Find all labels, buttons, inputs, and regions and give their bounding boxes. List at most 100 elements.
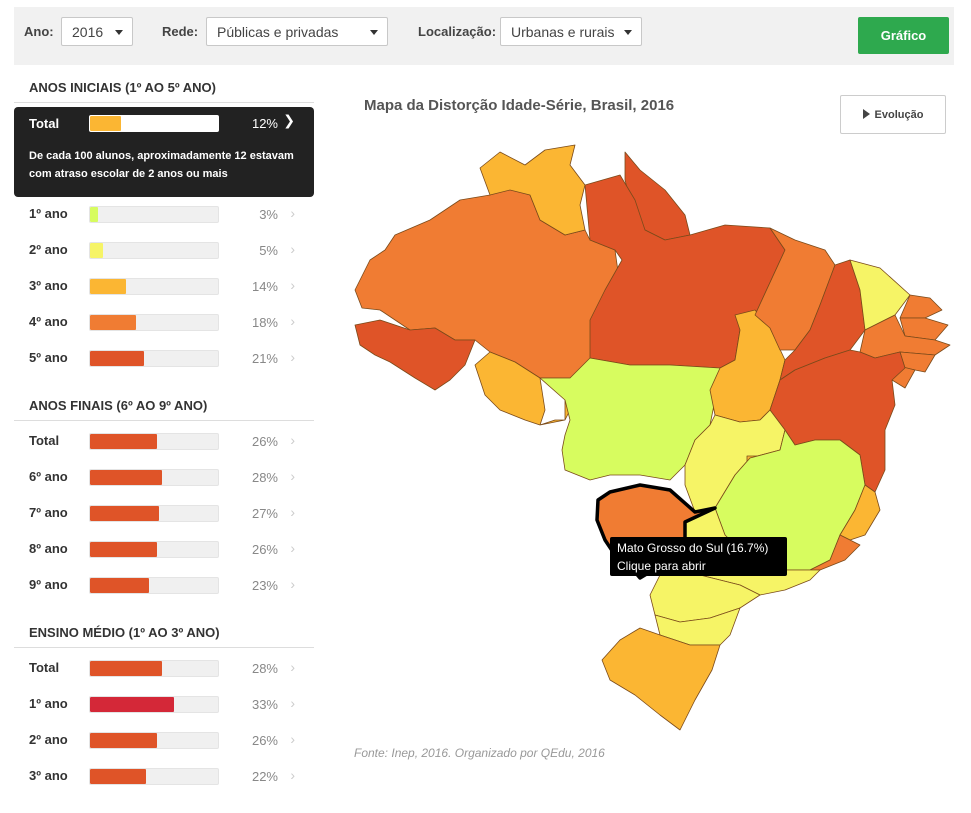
row-percent: 5% xyxy=(259,243,278,258)
section-title-anos-iniciais: ANOS INICIAIS (1º AO 5º ANO) xyxy=(29,80,216,95)
state-mato-grosso[interactable] xyxy=(539,357,721,481)
row-label: Total xyxy=(29,660,60,675)
chevron-right-icon: › xyxy=(290,277,295,293)
chevron-right-icon: › xyxy=(290,313,295,329)
chevron-right-icon: › xyxy=(290,576,295,592)
progress-track xyxy=(89,541,219,558)
row-label: Total xyxy=(29,116,60,131)
row-anos-iniciais-1[interactable]: 1º ano 3% › xyxy=(14,196,314,232)
chevron-right-icon: › xyxy=(290,468,295,484)
state-rondonia[interactable] xyxy=(474,351,571,426)
chevron-right-icon: › xyxy=(290,731,295,747)
row-anos-finais-7[interactable]: 7º ano 27% › xyxy=(14,495,314,531)
row-percent: 28% xyxy=(251,470,278,485)
ano-label: Ano: xyxy=(24,24,54,39)
state-espirito-santo[interactable] xyxy=(839,484,881,541)
localizacao-select[interactable]: Urbanas e rurais xyxy=(500,17,642,46)
row-anos-finais-6[interactable]: 6º ano 28% › xyxy=(14,459,314,495)
progress-fill xyxy=(90,470,162,485)
progress-track xyxy=(89,577,219,594)
progress-fill xyxy=(90,578,149,593)
progress-fill xyxy=(90,243,103,258)
row-label: Total xyxy=(29,433,60,448)
localizacao-label: Localização: xyxy=(418,24,497,39)
row-percent: 26% xyxy=(251,434,278,449)
row-anos-finais-total[interactable]: Total 26% › xyxy=(14,423,314,459)
grafico-button[interactable]: Gráfico xyxy=(858,17,949,54)
row-percent: 3% xyxy=(259,207,278,222)
section-title-ensino-medio: ENSINO MÉDIO (1º AO 3º ANO) xyxy=(29,625,220,640)
chevron-right-icon: › xyxy=(290,540,295,556)
row-percent: 33% xyxy=(251,697,278,712)
ano-select[interactable]: 2016 xyxy=(61,17,133,46)
progress-track xyxy=(89,732,219,749)
chevron-right-icon: › xyxy=(290,767,295,783)
progress-fill xyxy=(90,769,147,784)
row-anos-iniciais-4[interactable]: 4º ano 18% › xyxy=(14,304,314,340)
chevron-right-icon: › xyxy=(290,241,295,257)
row-percent: 23% xyxy=(251,578,278,593)
row-label: 2º ano xyxy=(29,242,68,257)
source-note: Fonte: Inep, 2016. Organizado por QEdu, … xyxy=(354,746,605,760)
chevron-right-icon: › xyxy=(290,695,295,711)
progress-track xyxy=(89,278,219,295)
row-anos-iniciais-2[interactable]: 2º ano 5% › xyxy=(14,232,314,268)
tooltip-state-value: Mato Grosso do Sul (16.7%) xyxy=(617,541,769,555)
row-ensino-medio-2[interactable]: 2º ano 26% › xyxy=(14,722,314,758)
progress-fill xyxy=(90,733,157,748)
chevron-right-icon: › xyxy=(290,432,295,448)
section-title-anos-finais: ANOS FINAIS (6º AO 9º ANO) xyxy=(29,398,208,413)
row-anos-finais-9[interactable]: 9º ano 23% › xyxy=(14,567,314,603)
play-icon xyxy=(862,108,870,119)
row-anos-finais-8[interactable]: 8º ano 26% › xyxy=(14,531,314,567)
progress-track xyxy=(89,768,219,785)
tooltip-hint: Clique para abrir xyxy=(617,559,706,573)
divider xyxy=(14,420,314,421)
progress-track xyxy=(89,505,219,522)
evolucao-label: Evolução xyxy=(874,108,924,121)
chevron-down-icon xyxy=(624,30,632,35)
evolucao-button[interactable]: Evolução xyxy=(840,95,946,134)
chevron-right-icon: › xyxy=(290,205,295,221)
row-ensino-medio-total[interactable]: Total 28% › xyxy=(14,650,314,686)
state-rio-grande-do-sul[interactable] xyxy=(601,627,721,731)
row-percent: 21% xyxy=(251,351,278,366)
rede-label: Rede: xyxy=(162,24,199,39)
row-anos-iniciais-3[interactable]: 3º ano 14% › xyxy=(14,268,314,304)
progress-track xyxy=(89,115,219,132)
progress-track xyxy=(89,242,219,259)
progress-fill xyxy=(90,279,126,294)
chevron-down-icon xyxy=(115,30,123,35)
chevron-right-icon: › xyxy=(290,349,295,365)
row-label: 6º ano xyxy=(29,469,68,484)
row-ensino-medio-3[interactable]: 3º ano 22% › xyxy=(14,758,314,794)
row-label: 5º ano xyxy=(29,350,68,365)
row-percent: 22% xyxy=(251,769,278,784)
progress-fill xyxy=(90,506,160,521)
progress-fill xyxy=(90,434,157,449)
state-acre[interactable] xyxy=(354,319,476,391)
progress-track xyxy=(89,433,219,450)
chevron-down-icon xyxy=(370,30,378,35)
row-label: 4º ano xyxy=(29,314,68,329)
row-label: 3º ano xyxy=(29,768,68,783)
brazil-map xyxy=(354,144,951,731)
map-tooltip: Mato Grosso do Sul (16.7%) Clique para a… xyxy=(610,537,787,576)
state-rio-grande-do-norte[interactable] xyxy=(899,294,943,319)
progress-fill xyxy=(90,116,121,131)
row-anos-iniciais-5[interactable]: 5º ano 21% › xyxy=(14,340,314,376)
chevron-right-icon: › xyxy=(290,504,295,520)
map-title: Mapa da Distorção Idade-Série, Brasil, 2… xyxy=(364,97,675,114)
row-label: 1º ano xyxy=(29,206,68,221)
progress-track xyxy=(89,469,219,486)
state-paraiba[interactable] xyxy=(899,317,949,341)
filter-bar: Ano: 2016 Rede: Públicas e privadas Loca… xyxy=(14,7,954,65)
chevron-right-icon: › xyxy=(290,659,295,675)
state-rio-de-janeiro[interactable] xyxy=(809,534,861,571)
row-anos-iniciais-total[interactable]: Total 12% ❯ De cada 100 alunos, aproxima… xyxy=(14,107,314,197)
rede-select[interactable]: Públicas e privadas xyxy=(206,17,388,46)
row-label: 9º ano xyxy=(29,577,68,592)
state-roraima[interactable] xyxy=(479,144,586,236)
row-ensino-medio-1[interactable]: 1º ano 33% › xyxy=(14,686,314,722)
localizacao-value: Urbanas e rurais xyxy=(511,24,615,40)
